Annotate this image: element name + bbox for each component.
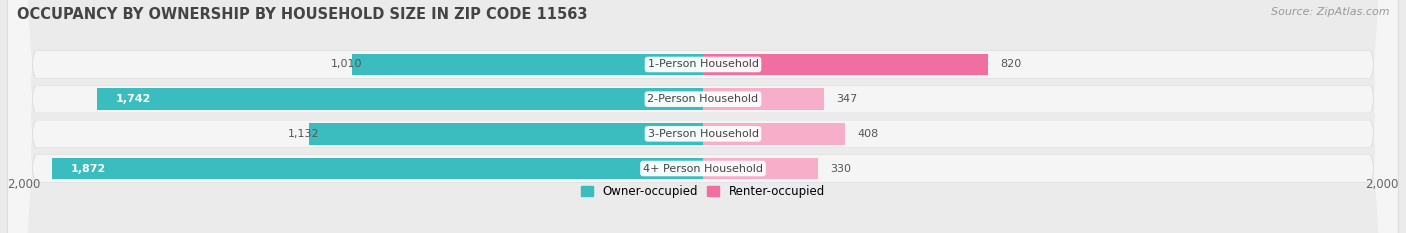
Text: 1,742: 1,742 [115, 94, 152, 104]
Text: 1,132: 1,132 [288, 129, 319, 139]
Bar [703, 158, 818, 179]
Bar [52, 158, 703, 179]
FancyBboxPatch shape [7, 0, 1399, 233]
Text: 3-Person Household: 3-Person Household [648, 129, 758, 139]
Text: 1,010: 1,010 [330, 59, 361, 69]
FancyBboxPatch shape [7, 0, 1399, 233]
Bar [97, 88, 703, 110]
Text: 1,872: 1,872 [70, 164, 105, 174]
Text: 820: 820 [1001, 59, 1022, 69]
FancyBboxPatch shape [8, 0, 1398, 233]
Text: 408: 408 [858, 129, 879, 139]
FancyBboxPatch shape [7, 0, 1399, 233]
Bar [352, 54, 703, 75]
Bar [703, 123, 845, 145]
FancyBboxPatch shape [8, 0, 1398, 233]
Text: 2,000: 2,000 [1365, 178, 1399, 191]
FancyBboxPatch shape [8, 0, 1398, 233]
Text: Source: ZipAtlas.com: Source: ZipAtlas.com [1271, 7, 1389, 17]
Text: OCCUPANCY BY OWNERSHIP BY HOUSEHOLD SIZE IN ZIP CODE 11563: OCCUPANCY BY OWNERSHIP BY HOUSEHOLD SIZE… [17, 7, 588, 22]
Bar [703, 88, 824, 110]
Text: 330: 330 [830, 164, 851, 174]
Legend: Owner-occupied, Renter-occupied: Owner-occupied, Renter-occupied [576, 181, 830, 203]
Text: 2,000: 2,000 [7, 178, 41, 191]
Text: 1-Person Household: 1-Person Household [648, 59, 758, 69]
FancyBboxPatch shape [7, 0, 1399, 233]
Text: 347: 347 [837, 94, 858, 104]
Bar [703, 54, 988, 75]
Text: 4+ Person Household: 4+ Person Household [643, 164, 763, 174]
FancyBboxPatch shape [8, 0, 1398, 233]
Text: 2-Person Household: 2-Person Household [647, 94, 759, 104]
Bar [309, 123, 703, 145]
